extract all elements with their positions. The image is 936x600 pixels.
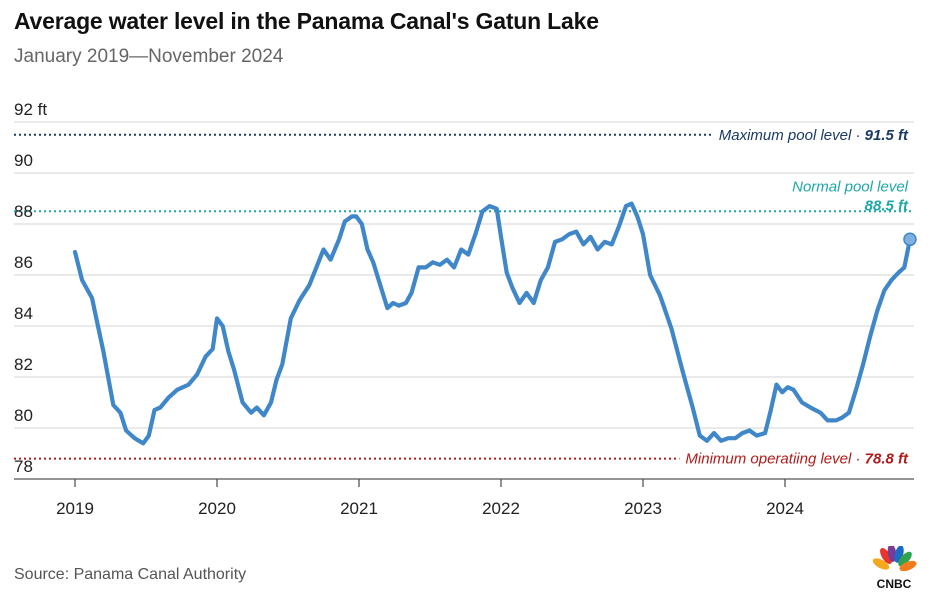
y-tick-label-78: 78 — [14, 457, 33, 476]
reference-lines: Maximum pool level · 91.5 ft Normal pool … — [14, 124, 914, 469]
series-line-water-level — [72, 201, 913, 446]
peacock-icon: CNBC — [872, 544, 917, 591]
y-axis-labels: 92 ft 90 88 86 84 82 80 78 — [14, 100, 47, 476]
y-tick-label-90: 90 — [14, 151, 33, 170]
maximum-pool-level-label: Maximum pool level · 91.5 ft — [719, 127, 909, 144]
y-tick-label-86: 86 — [14, 253, 33, 272]
y-tick-label-88: 88 — [14, 202, 33, 221]
x-tick-label-2022: 2022 — [482, 499, 520, 518]
last-data-point-marker — [903, 232, 917, 247]
minimum-operating-level-label-bg — [679, 448, 912, 469]
cnbc-logo: CNBC — [866, 544, 922, 591]
series-layer — [72, 201, 917, 446]
x-axis: 2019 2020 2021 2022 2023 2024 — [56, 479, 804, 518]
normal-pool-level-reference: Normal pool level 88.5 ft — [14, 178, 914, 214]
normal-pool-level-value: 88.5 ft — [865, 197, 909, 214]
x-tick-label-2019: 2019 — [56, 499, 94, 518]
minimum-operating-level-reference: Minimum operatiing level · 78.8 ft — [14, 448, 914, 469]
source-note: Source: Panama Canal Authority — [14, 566, 247, 583]
logo-wordmark: CNBC — [877, 577, 912, 590]
maximum-pool-level-label-bg — [712, 124, 912, 145]
normal-pool-level-label: Normal pool level — [792, 178, 909, 195]
x-tick-label-2021: 2021 — [340, 499, 378, 518]
minimum-operating-level-label: Minimum operatiing level · 78.8 ft — [685, 451, 909, 468]
y-tick-label-92: 92 ft — [14, 100, 47, 119]
x-tick-label-2020: 2020 — [198, 499, 236, 518]
y-tick-label-84: 84 — [14, 304, 33, 323]
x-tick-label-2023: 2023 — [624, 499, 662, 518]
gridlines — [14, 121, 914, 480]
chart-subtitle: January 2019—November 2024 — [14, 46, 284, 67]
chart-title: Average water level in the Panama Canal'… — [14, 8, 599, 34]
x-tick-label-2024: 2024 — [766, 499, 804, 518]
maximum-pool-level-reference: Maximum pool level · 91.5 ft — [14, 124, 914, 145]
y-tick-label-80: 80 — [14, 406, 33, 425]
y-tick-label-82: 82 — [14, 355, 33, 374]
